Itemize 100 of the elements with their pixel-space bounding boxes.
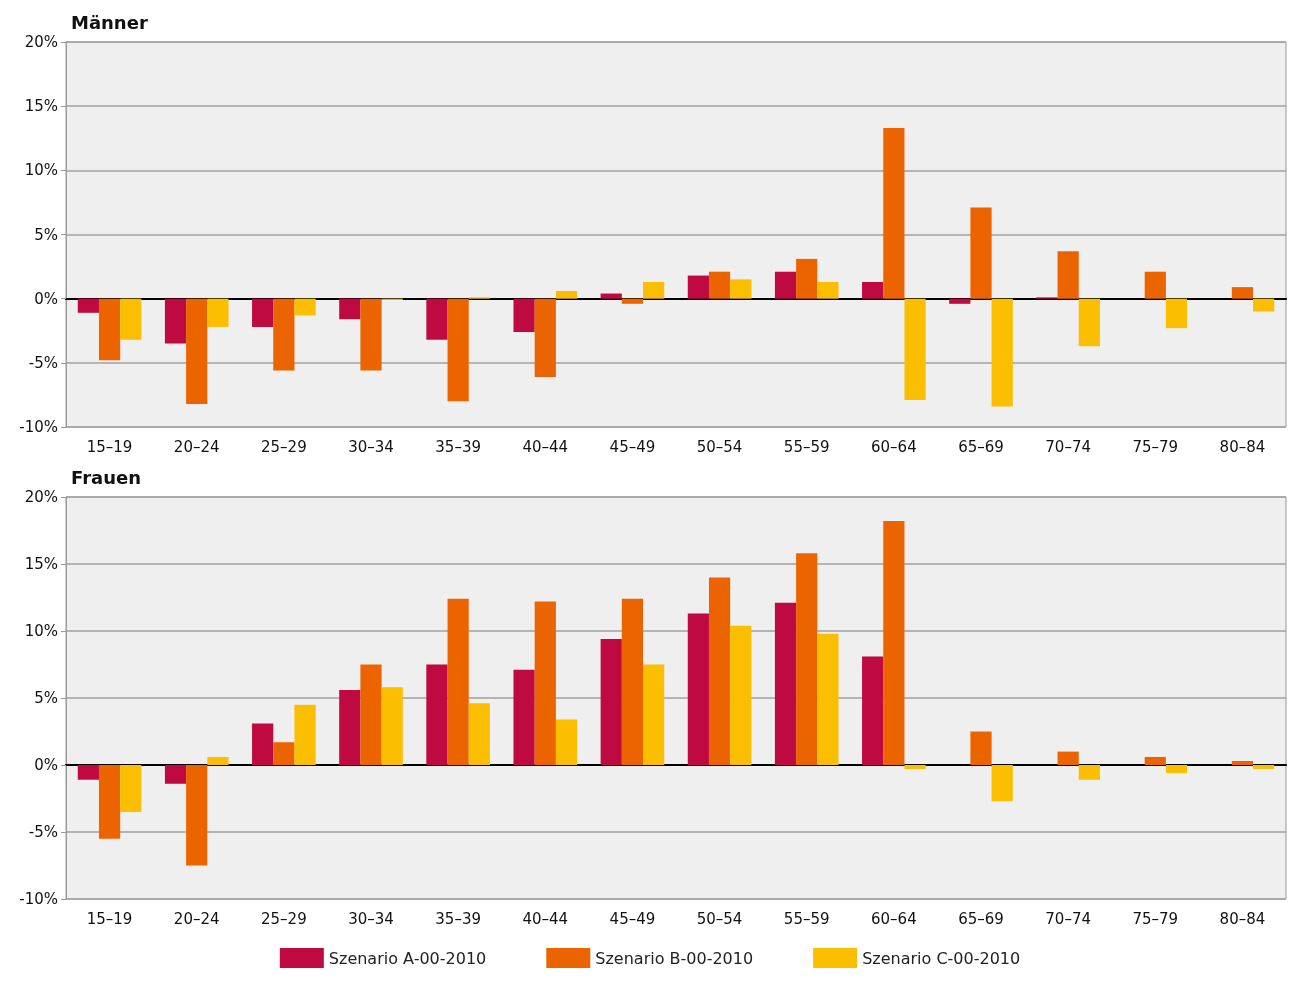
bar [817,633,839,765]
x-tick-label: 25–29 [261,909,307,928]
x-tick-label: 35–39 [435,909,481,928]
bar [1057,251,1079,299]
bar [1165,298,1188,329]
bar [774,602,797,765]
y-tick-label: -5% [28,823,58,841]
y-tick-label: 20% [24,488,58,506]
bar [643,281,665,299]
bar [1165,765,1188,774]
bar [862,656,884,765]
x-tick-label: 50–54 [696,909,743,928]
bar [970,207,992,299]
bar [360,664,382,765]
bar [252,298,274,327]
bar [862,281,884,299]
bar [273,298,295,371]
bar [970,731,992,765]
bar [186,765,208,866]
bar [252,723,274,765]
bar [555,290,578,299]
bar [643,664,665,765]
bar [1144,756,1166,765]
bar [600,293,622,299]
y-tick-label: -10% [19,890,58,908]
bar [796,258,818,299]
y-tick-label: -5% [28,353,58,372]
bar [730,625,752,765]
x-tick-label: 15–19 [86,437,133,456]
x-tick-label: 45–49 [609,437,656,456]
x-tick-label: 55–59 [783,437,830,456]
bar [513,669,535,765]
bar [883,521,905,765]
bar [730,279,752,299]
bar [164,298,187,344]
x-tick-label: 20–24 [173,909,220,928]
chart-title: Frauen [71,466,142,488]
x-tick-label: 65–69 [958,437,1004,456]
legend-label: Szenario C-00-2010 [862,948,1021,968]
bar [883,127,905,299]
bar [426,664,448,765]
x-tick-label: 80–84 [1219,909,1266,928]
bar [447,298,469,402]
y-tick-label: 0% [34,289,58,308]
chart-title: Männer [71,11,148,33]
bar [1057,751,1079,765]
bar [1231,287,1254,299]
x-tick-label: 75–79 [1132,437,1179,456]
bar [468,703,490,765]
bar [534,298,556,377]
bar [1253,298,1275,312]
x-tick-label: 20–24 [173,437,220,456]
bar [687,613,709,765]
y-tick-label: 20% [24,33,58,51]
bar [273,742,295,765]
bar [555,719,578,765]
bar [796,553,818,765]
bar [687,275,709,299]
bar [708,577,731,765]
x-tick-label: 35–39 [435,437,481,456]
x-tick-label: 50–54 [696,437,743,456]
bar [186,298,208,404]
x-tick-label: 75–79 [1132,909,1179,928]
bar [1078,765,1100,780]
x-tick-label: 80–84 [1219,437,1266,456]
bar [98,765,121,839]
bar [120,765,142,812]
bar [774,271,797,299]
y-tick-label: 5% [34,689,58,707]
bar [381,687,403,765]
x-tick-label: 25–29 [261,437,307,456]
x-tick-label: 15–19 [86,909,133,928]
y-tick-label: 0% [34,756,58,774]
bar [904,298,926,401]
x-tick-label: 30–34 [348,909,394,928]
bar [447,598,469,765]
x-tick-label: 55–59 [783,909,830,928]
bar [339,298,361,320]
x-tick-label: 65–69 [958,909,1004,928]
bar [77,765,99,780]
bar [817,281,839,299]
bar [621,298,644,304]
bar [534,601,556,765]
bar [991,765,1013,802]
bar [600,639,622,765]
x-tick-label: 45–49 [609,909,656,928]
y-tick-label: 10% [24,161,58,180]
x-tick-label: 60–64 [871,437,917,456]
y-tick-label: -10% [19,418,58,436]
bar [426,298,448,340]
y-tick-label: 15% [24,97,58,116]
x-tick-label: 30–34 [348,437,394,456]
bar [904,765,926,770]
bar [339,689,361,765]
bar [98,298,121,361]
bar [949,298,971,304]
bar [708,271,731,299]
bar [207,298,229,327]
bar [1078,298,1100,347]
x-tick-label: 70–74 [1045,437,1091,456]
